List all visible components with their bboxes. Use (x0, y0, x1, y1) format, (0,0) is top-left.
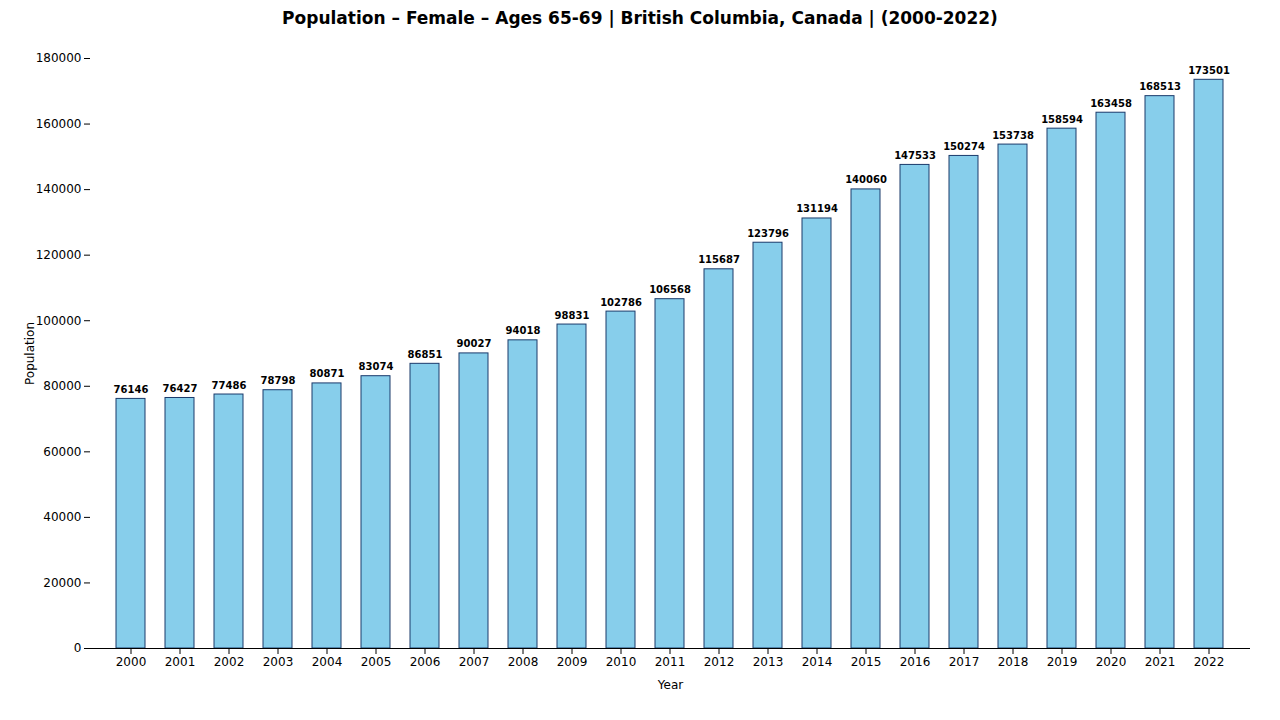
svg-text:80000: 80000 (43, 379, 81, 393)
svg-text:140000: 140000 (36, 182, 82, 196)
svg-text:2020: 2020 (1096, 655, 1127, 669)
svg-text:94018: 94018 (506, 325, 541, 336)
svg-text:180000: 180000 (36, 51, 82, 65)
svg-text:147533: 147533 (894, 150, 936, 161)
svg-text:2000: 2000 (116, 655, 147, 669)
svg-text:120000: 120000 (36, 248, 82, 262)
svg-text:2019: 2019 (1047, 655, 1078, 669)
svg-text:2003: 2003 (263, 655, 294, 669)
svg-text:0: 0 (74, 641, 82, 655)
svg-text:140060: 140060 (845, 174, 887, 185)
svg-text:158594: 158594 (1041, 114, 1083, 125)
svg-text:2009: 2009 (557, 655, 588, 669)
svg-text:2014: 2014 (802, 655, 833, 669)
svg-text:2007: 2007 (459, 655, 490, 669)
svg-text:76427: 76427 (163, 383, 198, 394)
svg-text:2011: 2011 (655, 655, 686, 669)
svg-text:2001: 2001 (165, 655, 196, 669)
html-text:Population – Female – Ages 65-: Population – Female – Ages 65-69 | Briti… (282, 8, 998, 28)
svg-text:Population: Population (23, 322, 37, 385)
svg-text:83074: 83074 (359, 361, 394, 372)
svg-text:2021: 2021 (1145, 655, 1176, 669)
svg-text:106568: 106568 (649, 284, 691, 295)
svg-text:153738: 153738 (992, 130, 1034, 141)
svg-text:76146: 76146 (114, 384, 149, 395)
svg-text:80871: 80871 (310, 368, 345, 379)
svg-text:2002: 2002 (214, 655, 245, 669)
svg-text:102786: 102786 (600, 297, 642, 308)
svg-text:160000: 160000 (36, 117, 82, 131)
svg-text:2013: 2013 (753, 655, 784, 669)
svg-text:2018: 2018 (998, 655, 1029, 669)
svg-text:150274: 150274 (943, 141, 985, 152)
svg-text:100000: 100000 (36, 314, 82, 328)
svg-text:90027: 90027 (457, 338, 492, 349)
svg-text:2005: 2005 (361, 655, 392, 669)
svg-text:2017: 2017 (949, 655, 980, 669)
svg-text:168513: 168513 (1139, 81, 1181, 92)
svg-text:115687: 115687 (698, 254, 740, 265)
svg-text:163458: 163458 (1090, 98, 1132, 109)
svg-text:131194: 131194 (796, 203, 838, 214)
svg-text:98831: 98831 (555, 310, 590, 321)
svg-text:173501: 173501 (1188, 65, 1230, 76)
svg-text:2016: 2016 (900, 655, 931, 669)
svg-text:Year: Year (657, 678, 683, 692)
svg-text:86851: 86851 (408, 349, 443, 360)
svg-text:2010: 2010 (606, 655, 637, 669)
svg-text:2015: 2015 (851, 655, 882, 669)
svg-text:40000: 40000 (43, 510, 81, 524)
svg-text:2008: 2008 (508, 655, 539, 669)
svg-text:77486: 77486 (212, 380, 247, 391)
svg-text:2022: 2022 (1194, 655, 1225, 669)
svg-text:2004: 2004 (312, 655, 343, 669)
svg-text:2006: 2006 (410, 655, 441, 669)
svg-text:123796: 123796 (747, 228, 789, 239)
svg-text:60000: 60000 (43, 445, 81, 459)
svg-text:78798: 78798 (261, 375, 296, 386)
svg-text:20000: 20000 (43, 576, 81, 590)
svg-text:2012: 2012 (704, 655, 735, 669)
